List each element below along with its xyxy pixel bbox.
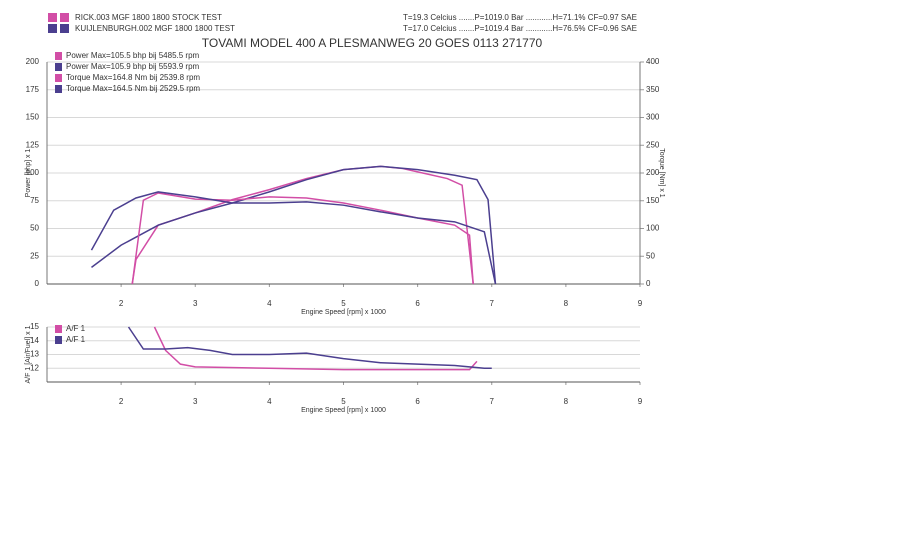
x-tick-label: 3 xyxy=(193,397,198,406)
legend-label: A/F 1 xyxy=(66,335,86,344)
y-tick-label: 150 xyxy=(26,113,40,122)
y2-tick-label: 250 xyxy=(646,140,660,149)
y-tick-label: 13 xyxy=(30,350,39,359)
x-tick-label: 8 xyxy=(564,299,569,308)
conditions: T=19.3 Celcius .......P=1019.0 Bar .....… xyxy=(403,13,637,22)
y-tick-label: 14 xyxy=(30,336,39,345)
series-line xyxy=(153,326,478,371)
run-swatch xyxy=(60,13,69,22)
legend-swatch xyxy=(55,52,62,60)
y2-tick-label: 350 xyxy=(646,85,660,94)
legend-swatch xyxy=(55,325,62,333)
x-tick-label: 2 xyxy=(119,299,124,308)
conditions: T=17.0 Celcius .......P=1019.4 Bar .....… xyxy=(403,24,637,33)
y-tick-label: 50 xyxy=(30,224,39,233)
run-label: KUIJLENBURGH.002 MGF 1800 1800 TEST xyxy=(75,24,235,33)
sheet-title: TOVAMI MODEL 400 A PLESMANWEG 20 GOES 01… xyxy=(202,36,543,50)
y2-tick-label: 50 xyxy=(646,251,655,260)
run-swatch xyxy=(48,13,57,22)
x-tick-label: 6 xyxy=(415,299,420,308)
y-tick-label: 0 xyxy=(35,279,40,288)
x-tick-label: 9 xyxy=(638,397,643,406)
legend-label: Power Max=105.9 bhp bij 5593.9 rpm xyxy=(66,62,200,71)
x-tick-label: 5 xyxy=(341,299,346,308)
x-axis-label: Engine Speed [rpm] x 1000 xyxy=(301,309,386,316)
series-line xyxy=(131,165,474,285)
y-tick-label: 15 xyxy=(30,322,39,331)
y2-axis-label: Torque [Nm] x 1 xyxy=(658,148,665,198)
x-tick-label: 5 xyxy=(341,397,346,406)
x-tick-label: 2 xyxy=(119,397,124,406)
x-tick-label: 6 xyxy=(415,397,420,406)
run-swatch xyxy=(60,24,69,33)
y-tick-label: 75 xyxy=(30,196,39,205)
legend-label: Power Max=105.5 bhp bij 5485.5 rpm xyxy=(66,51,200,60)
legend-label: A/F 1 xyxy=(66,324,86,333)
y2-tick-label: 200 xyxy=(646,168,660,177)
x-tick-label: 7 xyxy=(490,299,495,308)
x-tick-label: 8 xyxy=(564,397,569,406)
legend-label: Torque Max=164.5 Nm bij 2529.5 rpm xyxy=(66,84,200,93)
y-tick-label: 100 xyxy=(26,168,40,177)
series-line xyxy=(127,326,492,369)
x-tick-label: 4 xyxy=(267,397,272,406)
legend-swatch xyxy=(55,74,62,82)
y-tick-label: 25 xyxy=(30,251,39,260)
run-label: RICK.003 MGF 1800 1800 STOCK TEST xyxy=(75,13,222,22)
series-line xyxy=(91,165,497,285)
y-tick-label: 200 xyxy=(26,57,40,66)
x-axis-label: Engine Speed [rpm] x 1000 xyxy=(301,407,386,414)
y-tick-label: 12 xyxy=(30,363,39,372)
y2-tick-label: 300 xyxy=(646,113,660,122)
y2-tick-label: 150 xyxy=(646,196,660,205)
legend-swatch xyxy=(55,336,62,344)
series-line xyxy=(90,191,497,285)
y-axis-label: Power [bhp] x 1 xyxy=(25,149,32,198)
run-swatch xyxy=(48,24,57,33)
y2-tick-label: 100 xyxy=(646,224,660,233)
legend-label: Torque Max=164.8 Nm bij 2539.8 rpm xyxy=(66,73,200,82)
y-tick-label: 175 xyxy=(26,85,40,94)
legend-swatch xyxy=(55,85,62,93)
x-tick-label: 4 xyxy=(267,299,272,308)
x-tick-label: 7 xyxy=(490,397,495,406)
y2-tick-label: 400 xyxy=(646,57,660,66)
y-tick-label: 125 xyxy=(26,140,40,149)
x-tick-label: 9 xyxy=(638,299,643,308)
legend-swatch xyxy=(55,63,62,71)
y2-tick-label: 0 xyxy=(646,279,651,288)
y-axis-label: A/F 1 [Air/Fuel] x 1 xyxy=(25,325,32,383)
series-line xyxy=(131,192,474,285)
x-tick-label: 3 xyxy=(193,299,198,308)
